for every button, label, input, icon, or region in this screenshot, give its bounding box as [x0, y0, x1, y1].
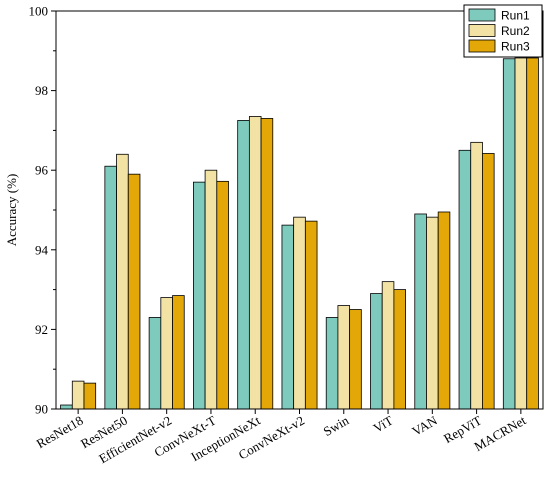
- legend-label-run2: Run2: [501, 24, 530, 38]
- y-tick-label: 98: [35, 83, 48, 98]
- x-tick-label: ViT: [371, 413, 396, 436]
- bar-run2-repvit: [470, 141, 483, 410]
- bar-run1-van: [414, 213, 427, 410]
- bar-run3-inceptionnext: [260, 118, 274, 410]
- bar-run2-convnext-t: [204, 169, 218, 410]
- bar-run1-efficientnet-v2: [148, 317, 162, 410]
- y-tick-label: 94: [35, 242, 49, 257]
- y-tick-label: 92: [35, 322, 48, 337]
- bar-run1-repvit: [458, 149, 472, 410]
- bar-run3-resnet50: [127, 173, 141, 410]
- bar-run2-resnet50: [116, 153, 129, 410]
- bar-run3-resnet18: [83, 382, 97, 410]
- x-tick-label: Swin: [321, 412, 352, 439]
- y-tick-label: 90: [35, 402, 48, 417]
- bar-run2-vit: [381, 281, 395, 410]
- legend-swatch-run3: [468, 39, 496, 53]
- bar-run1-inceptionnext: [237, 120, 250, 410]
- y-axis-label: Accuracy (%): [4, 174, 19, 247]
- legend-swatch-run1: [468, 8, 496, 22]
- bar-run1-vit: [370, 293, 383, 410]
- bar-run1-macrnet: [502, 58, 516, 410]
- y-tick-label: 96: [35, 163, 49, 178]
- bar-run2-macrnet: [514, 57, 528, 410]
- bar-run3-van: [437, 211, 451, 410]
- legend-label-run1: Run1: [501, 9, 530, 23]
- bar-run1-resnet18: [60, 404, 73, 410]
- bar-run1-resnet50: [104, 165, 117, 410]
- bar-run2-convnext-v2: [293, 216, 306, 410]
- bar-run2-efficientnet-v2: [160, 297, 173, 410]
- bar-run3-efficientnet-v2: [172, 295, 185, 410]
- x-axis-ticks: ResNet18ResNet50EfficientNet-v2ConvNeXt-…: [34, 409, 529, 466]
- bar-run2-swin: [337, 305, 351, 410]
- legend-swatch-run2: [468, 24, 496, 37]
- x-tick-label: VAN: [409, 412, 440, 439]
- bar-run3-convnext-t: [216, 180, 229, 410]
- bar-run2-resnet18: [71, 380, 85, 410]
- bar-run3-vit: [393, 289, 406, 410]
- bars-layer: [60, 57, 539, 410]
- bar-run2-inceptionnext: [248, 116, 262, 410]
- bar-run3-repvit: [482, 153, 495, 410]
- bar-run1-convnext-v2: [281, 224, 295, 410]
- y-axis-ticks: 90 92 94 96 98 100: [29, 4, 56, 417]
- bar-run1-swin: [325, 317, 339, 410]
- y-tick-label: 100: [29, 4, 49, 19]
- bar-run3-swin: [349, 309, 362, 410]
- bar-run1-convnext-t: [193, 181, 206, 410]
- bar-run3-convnext-v2: [304, 220, 318, 410]
- x-tick-label: ResNet18: [34, 413, 86, 452]
- legend-label-run3: Run3: [501, 40, 530, 54]
- bar-run2-van: [426, 216, 439, 410]
- bar-run3-macrnet: [526, 57, 539, 410]
